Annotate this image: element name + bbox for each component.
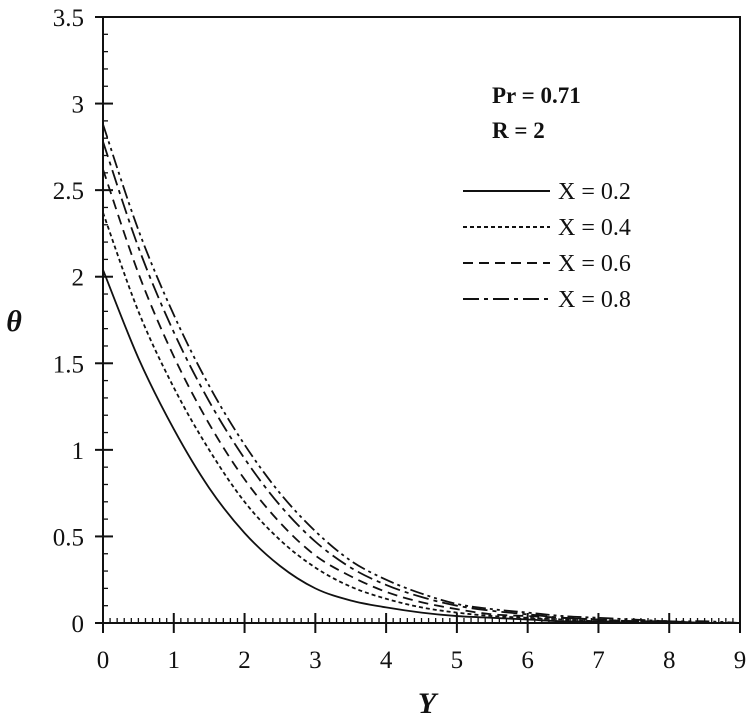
annotation-pr: Pr = 0.71 (492, 83, 581, 108)
axis-ticks (95, 16, 741, 633)
x-tick-label: 3 (309, 647, 322, 674)
y-tick-label: 0 (72, 611, 85, 638)
series-group (102, 124, 741, 625)
x-tick-label: 1 (168, 647, 181, 674)
x-tick-label: 7 (592, 647, 605, 674)
series-line-2 (102, 212, 740, 625)
x-tick-label: 6 (521, 647, 534, 674)
legend: X = 0.2 X = 0.4 X = 0.6 X = 0.8 (463, 179, 631, 313)
y-axis-title: θ (6, 305, 22, 338)
plot-frame (102, 16, 741, 624)
y-tick-label: 1 (72, 438, 85, 465)
y-tick-label: 0.5 (53, 524, 84, 551)
x-tick-label: 0 (97, 647, 110, 674)
series-line-3 (102, 169, 741, 625)
y-tick-label: 2 (72, 265, 85, 292)
legend-label: X = 0.2 (558, 179, 631, 205)
y-tick-label: 3.5 (53, 5, 84, 32)
legend-label: X = 0.4 (558, 215, 631, 241)
tick-labels: 0 1 2 3 4 5 6 7 8 9 0 0.5 1 1.5 2 2.5 3 3.5 (53, 5, 747, 674)
x-tick-label: 4 (380, 647, 393, 674)
x-tick-label: 5 (451, 647, 464, 674)
series-line-4 (102, 141, 741, 625)
x-tick-label: 9 (734, 647, 747, 674)
annotation-r: R = 2 (492, 118, 545, 143)
series-line-1 (102, 269, 740, 625)
x-tick-label: 8 (663, 647, 676, 674)
y-tick-label: 2.5 (53, 178, 84, 205)
series-line-5 (102, 124, 741, 624)
y-tick-label: 1.5 (53, 351, 84, 378)
x-axis-title: Y (418, 687, 439, 720)
legend-label: X = 0.6 (558, 251, 631, 277)
x-tick-label: 2 (238, 647, 251, 674)
y-tick-label: 3 (72, 92, 85, 119)
legend-label: X = 0.8 (558, 287, 631, 313)
